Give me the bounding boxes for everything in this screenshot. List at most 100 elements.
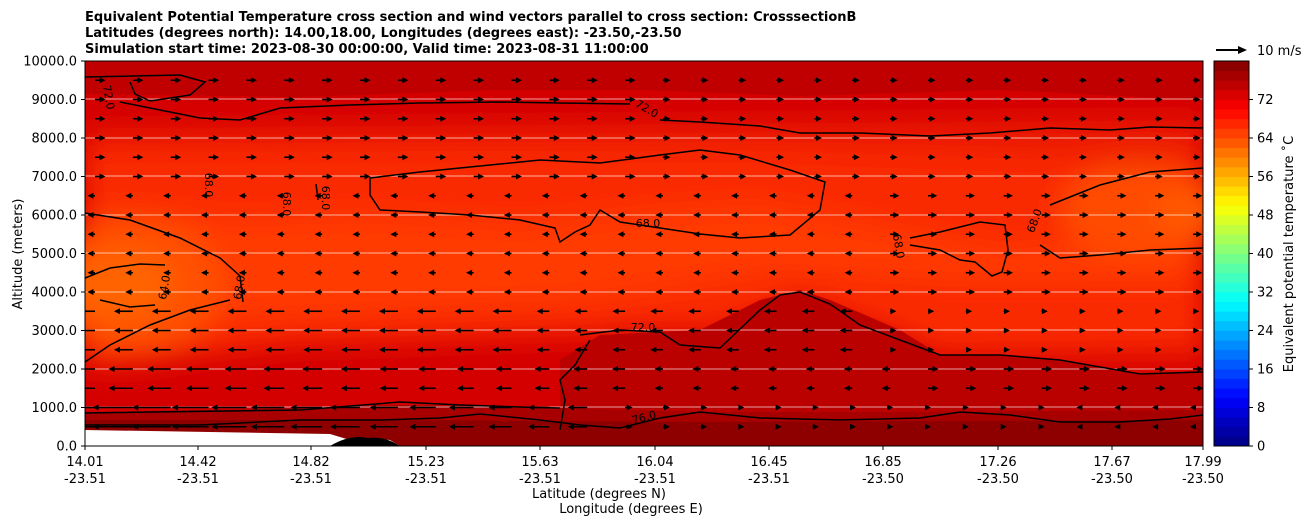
wind-vector-head <box>1120 250 1127 257</box>
wind-vector-head <box>492 327 499 334</box>
wind-vector-head <box>352 192 359 199</box>
colorbar-band <box>1214 272 1249 283</box>
wind-vector-head <box>1046 366 1053 372</box>
wind-vector-head <box>844 269 851 276</box>
wind-vector-head <box>1041 308 1048 315</box>
wind-vector-head <box>693 269 700 276</box>
wind-vector-head <box>238 269 245 276</box>
wind-vector-head <box>887 404 894 411</box>
wind-vector-head <box>763 327 770 334</box>
wind-vector-head <box>612 327 619 334</box>
wind-vector-head <box>341 327 348 334</box>
wind-vector-head <box>201 212 208 218</box>
wind-vector-head <box>844 192 851 199</box>
wind-vector-head <box>1000 404 1007 411</box>
wind-vector-head <box>92 423 99 430</box>
wind-vector-head <box>1118 135 1125 141</box>
wind-vector-head <box>893 192 900 199</box>
wind-vector-head <box>655 231 662 238</box>
wind-vector-head <box>1082 192 1089 199</box>
wind-vector-head <box>364 135 371 141</box>
colorbar-band <box>1214 176 1249 187</box>
wind-vector-head <box>553 135 560 141</box>
x-tick-label-lon: -23.51 <box>634 472 676 487</box>
wind-vector-head <box>1196 289 1203 295</box>
y-tick-label: 9000.0 <box>32 93 78 108</box>
wind-vector-head <box>454 327 461 334</box>
wind-vector-head <box>931 212 938 218</box>
colorbar-band <box>1214 263 1249 274</box>
wind-vector-head <box>541 192 548 199</box>
wind-vector-head <box>503 212 510 218</box>
colorbar-band <box>1214 292 1249 303</box>
wind-vector-head <box>1194 173 1201 180</box>
wind-vector-head <box>1043 154 1050 161</box>
wind-vector-head <box>1079 346 1086 353</box>
wind-vector-head <box>893 250 900 257</box>
wind-vector-head <box>263 385 270 392</box>
x-tick-label-lat: 17.67 <box>1093 455 1130 470</box>
colorbar-band <box>1214 99 1249 110</box>
wind-vector-head <box>843 366 850 372</box>
wind-vector-head <box>288 115 295 122</box>
wind-vector-head <box>466 289 473 295</box>
wind-vector-head <box>137 173 144 180</box>
wind-vector-head <box>768 385 775 392</box>
wind-vector-head <box>213 77 220 84</box>
wind-vector-head <box>629 115 636 122</box>
wind-vector-head <box>503 269 510 276</box>
wind-vector-head <box>967 173 974 180</box>
wind-vector-head <box>402 77 409 84</box>
colorbar-band <box>1214 243 1249 254</box>
wind-vector-head <box>731 231 738 238</box>
wind-vector-head <box>650 346 657 353</box>
colorbar-band <box>1214 215 1249 226</box>
wind-vector-head <box>488 423 495 430</box>
wind-vector-head <box>1120 192 1127 199</box>
wind-vector-head <box>369 404 376 411</box>
wind-vector-head <box>702 173 709 180</box>
wind-vector-head <box>1158 269 1165 276</box>
wind-vector-head <box>663 404 670 411</box>
wind-vector-head <box>99 173 106 180</box>
wind-vector-head <box>929 96 936 103</box>
x-tick-label-lon: -23.51 <box>748 472 790 487</box>
wind-vector-head <box>263 366 270 372</box>
wind-vector-head <box>726 346 733 353</box>
wind-vector-head <box>276 269 283 276</box>
wind-vector-head <box>449 423 455 430</box>
wind-vector-head <box>693 250 700 257</box>
wind-vector-head <box>1044 192 1051 199</box>
wind-vector-head <box>839 346 846 353</box>
terrain-mask <box>85 430 400 446</box>
wind-vector-head <box>108 385 115 392</box>
wind-vector-head <box>428 212 435 218</box>
wind-vector-head <box>853 96 860 103</box>
wind-vector-head <box>402 96 409 103</box>
wind-vector-head <box>553 115 560 122</box>
wind-vector-head <box>147 385 154 392</box>
wind-vector-head <box>495 366 502 372</box>
x-tick-label-lat: 14.42 <box>179 455 216 470</box>
wind-vector-head <box>1005 96 1012 103</box>
wind-vector-head <box>768 250 775 257</box>
wind-vector-head <box>775 404 782 411</box>
wind-vector-head <box>891 96 898 103</box>
wind-vector-head <box>314 289 321 295</box>
contour-label: 76.0 <box>631 408 658 427</box>
wind-vector-head <box>931 289 938 295</box>
wind-vector-head <box>1121 385 1128 392</box>
wind-vector-head <box>265 308 272 315</box>
wind-vector-head <box>290 404 297 411</box>
wind-vector-head <box>1196 250 1203 257</box>
wind-vector-head <box>276 289 283 295</box>
wind-vector-head <box>1005 154 1012 161</box>
wind-vector-head <box>326 77 333 84</box>
wind-vector-head <box>1197 385 1203 392</box>
wind-vector-head <box>1155 346 1162 353</box>
wind-vector-head <box>147 366 154 372</box>
wind-vector-head <box>929 115 936 122</box>
wind-vector-head <box>768 366 775 372</box>
wind-vector-head <box>655 192 662 199</box>
wind-vector-head <box>125 289 132 295</box>
